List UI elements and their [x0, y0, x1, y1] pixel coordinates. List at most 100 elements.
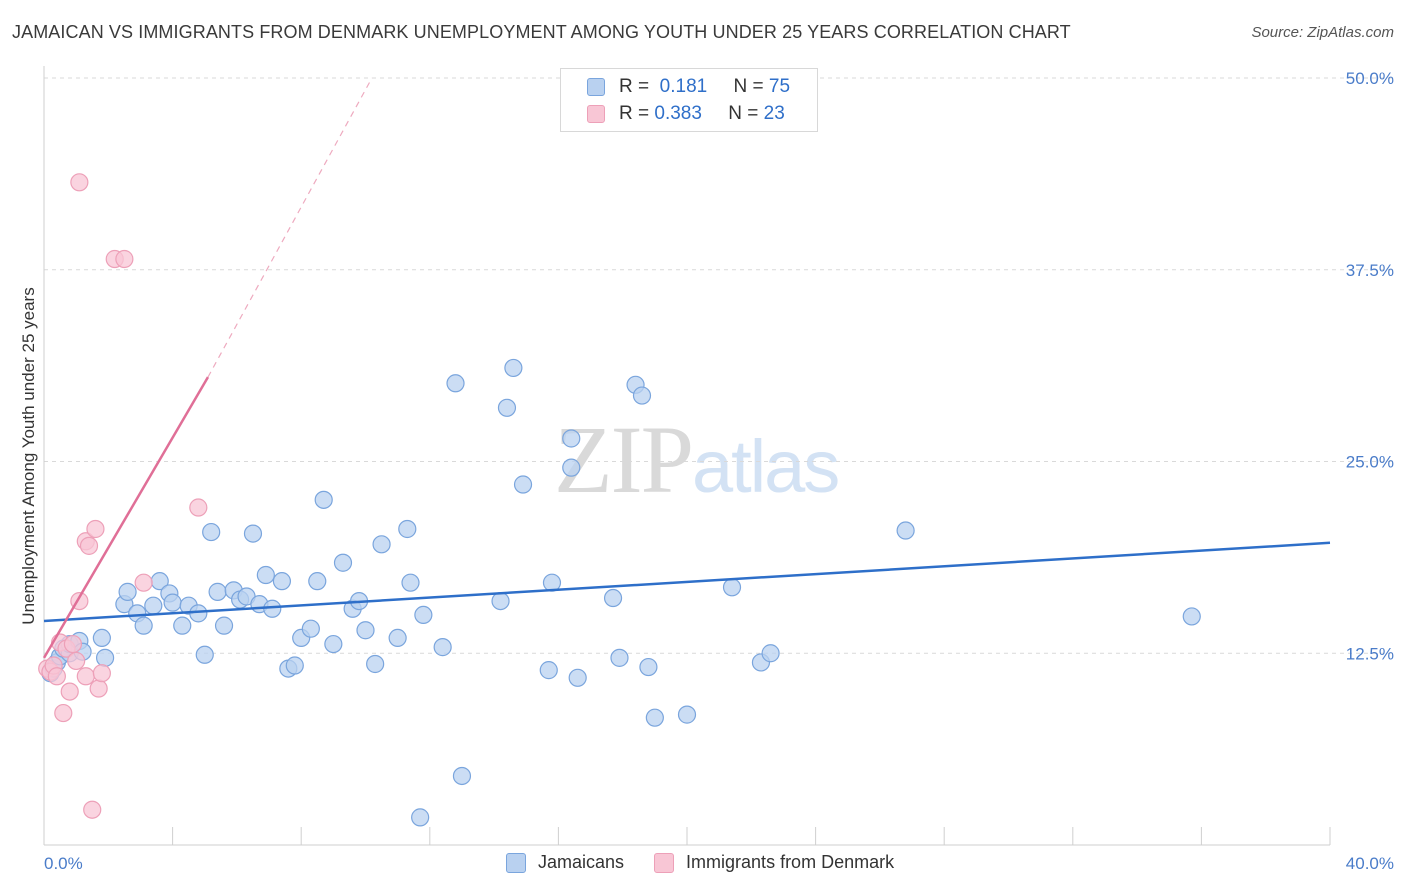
legend-swatch-pink — [587, 105, 605, 123]
jamaican-point — [677, 705, 697, 724]
denmark-point — [134, 573, 153, 592]
denmark-point — [63, 634, 83, 654]
x-tick-label: 0.0% — [44, 854, 83, 873]
legend-r-value: 0.181 — [659, 76, 708, 97]
jamaican-point — [118, 582, 137, 601]
jamaican-point — [632, 386, 652, 405]
watermark-zip: ZIP — [554, 406, 694, 513]
jamaican-point — [366, 654, 385, 674]
bottom-legend-swatch-blue — [506, 852, 526, 873]
denmark-point — [92, 664, 111, 683]
denmark-point — [89, 679, 108, 698]
axis-labels: 12.5% 25.0% 37.5% 50.0% 0.0% 40.0% Unemploymen… — [19, 69, 1394, 873]
jamaican-point — [896, 521, 915, 540]
bottom-legend: Jamaicans Immigrants from Denmark — [506, 852, 924, 873]
denmark-point — [83, 800, 102, 819]
bottom-legend-swatch-pink — [654, 852, 675, 873]
jamaican-point — [263, 599, 282, 618]
denmark-point — [115, 249, 134, 269]
y-axis-title: Unemployment Among Youth under 25 years — [19, 287, 38, 624]
jamaican-point — [243, 524, 263, 543]
denmark-point — [189, 498, 208, 517]
jamaican-point — [256, 565, 275, 585]
jamaican-point — [491, 591, 510, 611]
grid — [44, 77, 1394, 654]
jamaican-point — [639, 657, 658, 677]
denmark-point — [54, 703, 73, 723]
jamaican-point — [562, 429, 581, 448]
jamaican-point — [414, 605, 433, 625]
jamaican-point — [497, 398, 517, 417]
watermark-atlas: atlas — [692, 425, 840, 508]
points-layer — [38, 173, 1201, 827]
bottom-legend-jamaicans: Jamaicans — [506, 852, 624, 873]
jamaican-point — [610, 648, 629, 667]
legend-n-value: 23 — [763, 103, 785, 124]
y-tick-label: 50.0% — [1346, 69, 1394, 88]
jamaican-point — [388, 628, 407, 648]
bottom-legend-label: Immigrants from Denmark — [686, 852, 895, 872]
jamaican-point — [433, 638, 452, 657]
jamaican-point — [208, 582, 227, 601]
denmark-trend-extension — [207, 77, 373, 378]
jamaican-point — [568, 668, 587, 687]
legend-r-label: R = — [619, 76, 650, 97]
jamaican-point — [562, 458, 581, 477]
jamaican-point — [92, 628, 111, 648]
jamaican-point — [163, 593, 182, 612]
y-tick-label: 25.0% — [1346, 453, 1394, 472]
jamaican-point — [452, 766, 472, 786]
bottom-legend-label: Jamaicans — [538, 852, 625, 872]
jamaican-point — [333, 553, 353, 572]
jamaican-point — [301, 619, 320, 638]
denmark-point — [60, 682, 79, 701]
jamaican-point — [603, 588, 623, 608]
legend-row-jamaicans: R = 0.181 N = 75 — [587, 74, 790, 100]
jamaican-point — [134, 616, 153, 635]
legend-swatch-blue — [587, 78, 605, 96]
jamaican-point — [411, 808, 430, 827]
watermark: ZIPatlas — [554, 404, 840, 515]
jamaican-point — [401, 573, 420, 592]
jamaican-point — [308, 572, 327, 591]
legend: R = 0.181 N = 75 R = 0.383 N = 23 — [560, 68, 818, 132]
jamaican-point — [761, 644, 780, 663]
jamaican-trend-line — [43, 541, 1331, 623]
jamaican-point — [189, 604, 208, 623]
denmark-point — [47, 667, 66, 686]
jamaican-point — [173, 616, 192, 635]
jamaican-point — [314, 490, 333, 509]
jamaican-point — [372, 535, 391, 554]
denmark-point — [86, 519, 105, 539]
legend-n-value: 75 — [768, 76, 791, 97]
y-tick-label: 12.5% — [1346, 644, 1394, 663]
jamaican-point — [272, 572, 292, 591]
chart-title: JAMAICAN VS IMMIGRANTS FROM DENMARK UNEM… — [12, 22, 1071, 42]
jamaican-point — [504, 358, 523, 378]
jamaican-point — [95, 648, 115, 667]
source-label: Source: ZipAtlas.com — [1251, 24, 1394, 41]
denmark-point — [70, 173, 89, 192]
jamaican-point — [195, 645, 214, 664]
jamaican-point — [513, 475, 533, 494]
jamaican-point — [324, 634, 343, 654]
y-tick-label: 37.5% — [1346, 261, 1394, 280]
legend-n-label: N = — [728, 103, 759, 124]
jamaican-point — [214, 616, 234, 635]
jamaican-point — [722, 578, 742, 597]
denmark-trend-line — [42, 376, 210, 659]
jamaican-point — [539, 661, 558, 680]
jamaican-point — [645, 708, 664, 727]
jamaican-point — [202, 522, 221, 542]
jamaican-point — [446, 374, 465, 393]
denmark-point — [79, 536, 99, 555]
jamaican-point — [144, 596, 163, 615]
bottom-legend-denmark: Immigrants from Denmark — [654, 852, 894, 873]
axes — [43, 66, 1331, 846]
denmark-point — [76, 667, 95, 686]
legend-r-value: 0.383 — [654, 103, 702, 124]
jamaican-point — [1182, 607, 1201, 626]
denmark-point — [67, 651, 86, 671]
jamaican-point — [285, 656, 304, 675]
